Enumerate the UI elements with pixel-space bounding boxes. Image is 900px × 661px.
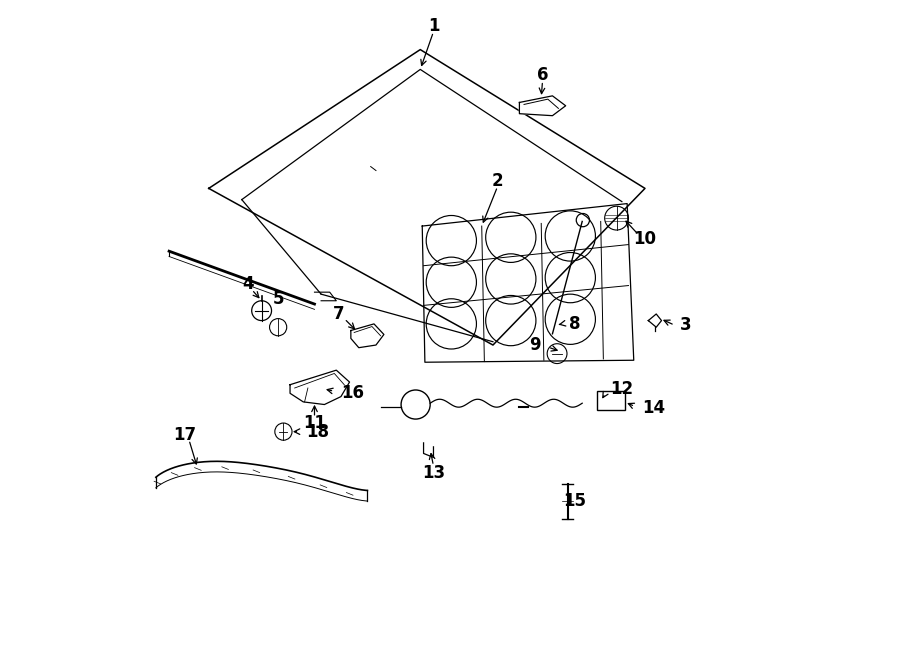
Text: 9: 9 xyxy=(529,336,541,354)
Bar xyxy=(310,378,320,385)
Bar xyxy=(597,391,625,410)
Text: 10: 10 xyxy=(634,230,656,249)
Text: 8: 8 xyxy=(569,315,580,333)
Text: 15: 15 xyxy=(562,492,586,510)
Text: 2: 2 xyxy=(491,172,503,190)
Text: 3: 3 xyxy=(680,316,692,334)
Text: 5: 5 xyxy=(273,290,284,308)
Text: 14: 14 xyxy=(642,399,665,418)
Text: 6: 6 xyxy=(536,66,548,85)
Text: 1: 1 xyxy=(428,17,439,36)
Text: 11: 11 xyxy=(303,414,326,432)
Text: 12: 12 xyxy=(610,379,633,398)
Text: 17: 17 xyxy=(173,426,196,444)
Polygon shape xyxy=(519,96,566,116)
Polygon shape xyxy=(648,314,662,327)
Polygon shape xyxy=(351,324,384,348)
Text: 4: 4 xyxy=(243,275,254,293)
Polygon shape xyxy=(290,370,349,405)
Text: 18: 18 xyxy=(306,422,328,441)
Text: 16: 16 xyxy=(341,383,364,402)
Text: 13: 13 xyxy=(422,463,445,482)
Text: 7: 7 xyxy=(333,305,345,323)
